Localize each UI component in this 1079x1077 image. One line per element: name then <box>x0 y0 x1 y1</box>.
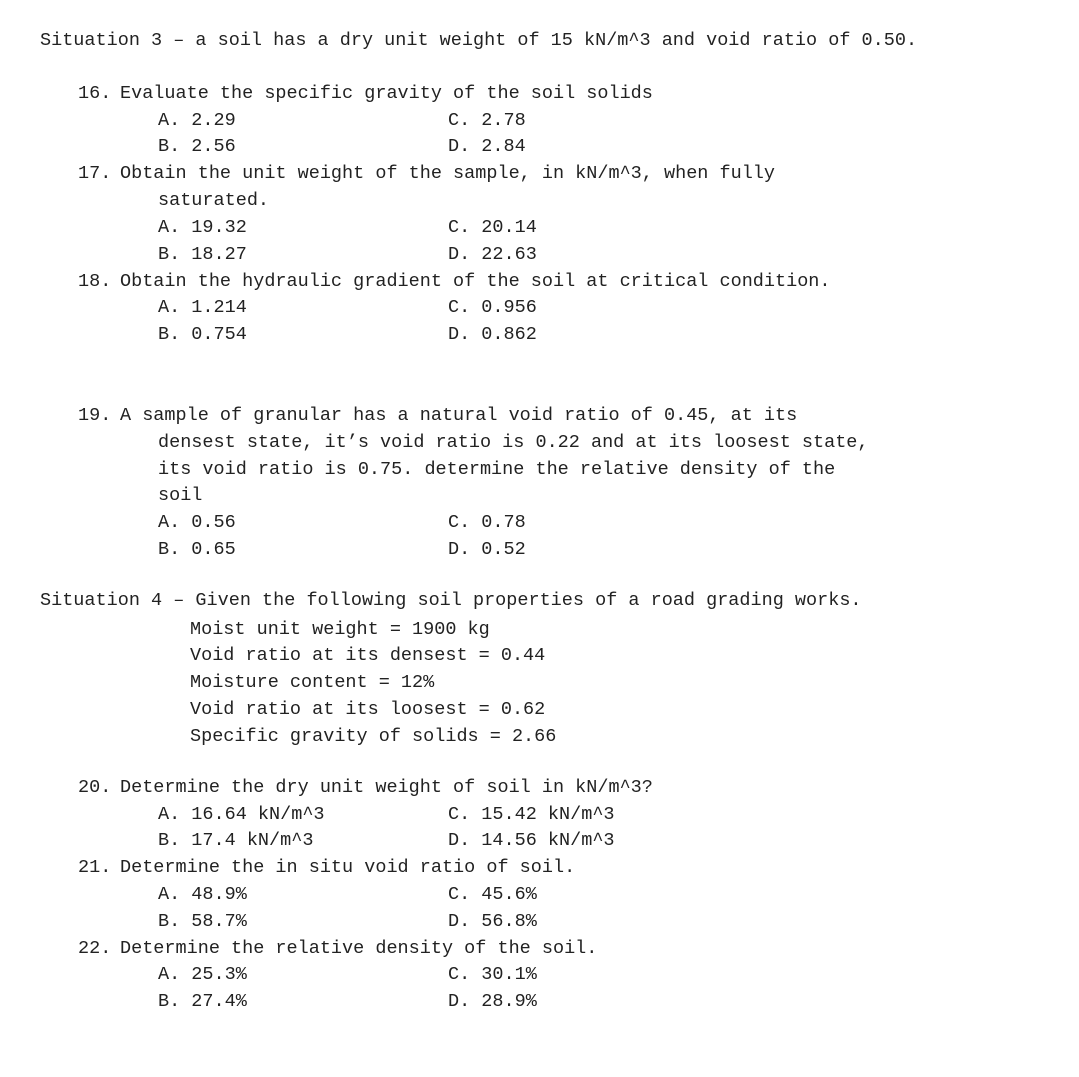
question-16-choices: A. 2.29 C. 2.78 B. 2.56 D. 2.84 <box>158 108 1039 162</box>
situation-3-header: Situation 3 – a soil has a dry unit weig… <box>40 28 1039 55</box>
question-21: 21. Determine the in situ void ratio of … <box>78 855 1039 882</box>
choice-b: B. 18.27 <box>158 242 448 269</box>
property-line: Specific gravity of solids = 2.66 <box>190 724 1039 751</box>
question-19-choices: A. 0.56 C. 0.78 B. 0.65 D. 0.52 <box>158 510 1039 564</box>
question-number: 16. <box>78 81 120 108</box>
question-number: 20. <box>78 775 120 802</box>
question-block: 16. Evaluate the specific gravity of the… <box>78 81 1039 564</box>
choice-a: A. 0.56 <box>158 510 448 537</box>
choice-a: A. 16.64 kN/m^3 <box>158 802 448 829</box>
question-18-choices: A. 1.214 C. 0.956 B. 0.754 D. 0.862 <box>158 295 1039 349</box>
question-number: 17. <box>78 161 120 188</box>
choice-d: D. 22.63 <box>448 242 1039 269</box>
question-text: Obtain the hydraulic gradient of the soi… <box>120 269 1039 296</box>
choice-b: B. 17.4 kN/m^3 <box>158 828 448 855</box>
question-text: Determine the in situ void ratio of soil… <box>120 855 1039 882</box>
choice-d: D. 28.9% <box>448 989 1039 1016</box>
question-text-cont: soil <box>158 483 1039 510</box>
question-17-choices: A. 19.32 C. 20.14 B. 18.27 D. 22.63 <box>158 215 1039 269</box>
question-17: 17. Obtain the unit weight of the sample… <box>78 161 1039 188</box>
property-line: Void ratio at its densest = 0.44 <box>190 643 1039 670</box>
question-block: 20. Determine the dry unit weight of soi… <box>78 775 1039 1016</box>
choice-d: D. 2.84 <box>448 134 1039 161</box>
choice-b: B. 0.65 <box>158 537 448 564</box>
situation-4-properties: Moist unit weight = 1900 kg Void ratio a… <box>190 617 1039 751</box>
question-number: 22. <box>78 936 120 963</box>
choice-a: A. 1.214 <box>158 295 448 322</box>
choice-c: C. 0.78 <box>448 510 1039 537</box>
choice-d: D. 56.8% <box>448 909 1039 936</box>
question-text: Evaluate the specific gravity of the soi… <box>120 81 1039 108</box>
question-22-choices: A. 25.3% C. 30.1% B. 27.4% D. 28.9% <box>158 962 1039 1016</box>
question-22: 22. Determine the relative density of th… <box>78 936 1039 963</box>
situation-4-header: Situation 4 – Given the following soil p… <box>40 588 1039 615</box>
question-text-cont: saturated. <box>158 188 1039 215</box>
property-line: Moisture content = 12% <box>190 670 1039 697</box>
choice-d: D. 14.56 kN/m^3 <box>448 828 1039 855</box>
property-line: Void ratio at its loosest = 0.62 <box>190 697 1039 724</box>
choice-c: C. 45.6% <box>448 882 1039 909</box>
choice-c: C. 15.42 kN/m^3 <box>448 802 1039 829</box>
question-text: Determine the dry unit weight of soil in… <box>120 775 1039 802</box>
question-text: Determine the relative density of the so… <box>120 936 1039 963</box>
choice-d: D. 0.52 <box>448 537 1039 564</box>
question-text-cont: densest state, it’s void ratio is 0.22 a… <box>158 430 1039 457</box>
question-19: 19. A sample of granular has a natural v… <box>78 403 1039 430</box>
choice-a: A. 25.3% <box>158 962 448 989</box>
question-number: 19. <box>78 403 120 430</box>
choice-a: A. 2.29 <box>158 108 448 135</box>
choice-b: B. 2.56 <box>158 134 448 161</box>
question-text: A sample of granular has a natural void … <box>120 403 1039 430</box>
question-21-choices: A. 48.9% C. 45.6% B. 58.7% D. 56.8% <box>158 882 1039 936</box>
question-16: 16. Evaluate the specific gravity of the… <box>78 81 1039 108</box>
question-20-choices: A. 16.64 kN/m^3 C. 15.42 kN/m^3 B. 17.4 … <box>158 802 1039 856</box>
choice-a: A. 19.32 <box>158 215 448 242</box>
question-text: Obtain the unit weight of the sample, in… <box>120 161 1039 188</box>
property-line: Moist unit weight = 1900 kg <box>190 617 1039 644</box>
choice-b: B. 58.7% <box>158 909 448 936</box>
choice-c: C. 30.1% <box>448 962 1039 989</box>
choice-d: D. 0.862 <box>448 322 1039 349</box>
choice-b: B. 0.754 <box>158 322 448 349</box>
choice-a: A. 48.9% <box>158 882 448 909</box>
question-18: 18. Obtain the hydraulic gradient of the… <box>78 269 1039 296</box>
choice-b: B. 27.4% <box>158 989 448 1016</box>
question-number: 18. <box>78 269 120 296</box>
choice-c: C. 0.956 <box>448 295 1039 322</box>
question-number: 21. <box>78 855 120 882</box>
question-20: 20. Determine the dry unit weight of soi… <box>78 775 1039 802</box>
question-text-cont: its void ratio is 0.75. determine the re… <box>158 457 1039 484</box>
choice-c: C. 20.14 <box>448 215 1039 242</box>
choice-c: C. 2.78 <box>448 108 1039 135</box>
